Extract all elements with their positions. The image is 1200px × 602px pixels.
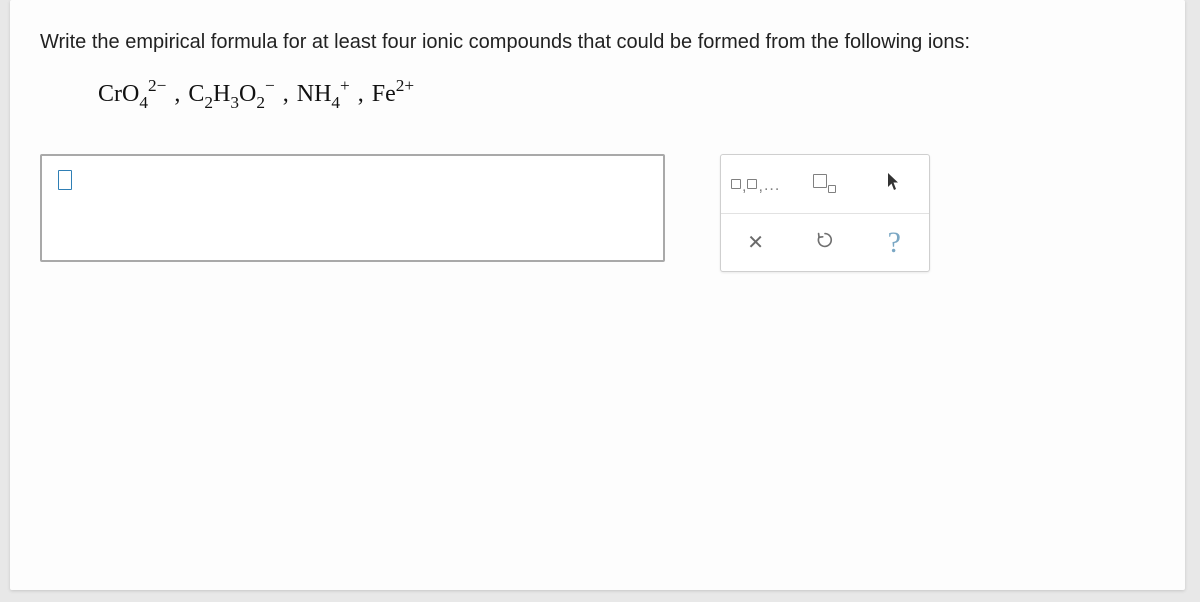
toolbar-row-2: ✕ ? bbox=[721, 213, 929, 271]
toolbar-row-1: ,,... bbox=[721, 155, 929, 213]
ion-body: CrO bbox=[98, 81, 139, 107]
formula-toolbar: ,,... ✕ bbox=[720, 154, 930, 272]
ion-sub: 2 bbox=[256, 93, 265, 112]
ion-body: Fe bbox=[372, 81, 396, 107]
ion-list: CrO42− , C2H3O2− , NH4+ , Fe2+ bbox=[98, 78, 1155, 110]
ion-body: H bbox=[213, 81, 230, 107]
list-separator-button[interactable]: ,,... bbox=[721, 155, 790, 213]
subscript-button[interactable] bbox=[790, 155, 859, 213]
ion-body: O bbox=[239, 81, 256, 107]
placeholder-icon bbox=[58, 170, 72, 190]
ion-separator: , bbox=[283, 81, 289, 107]
ion-body: C bbox=[188, 81, 204, 107]
ion-sup: 2− bbox=[148, 76, 166, 95]
subscript-icon bbox=[813, 174, 837, 194]
ion-sup: − bbox=[265, 76, 275, 95]
cursor-icon bbox=[886, 172, 902, 197]
ion-iron: Fe2+ bbox=[372, 81, 414, 107]
answer-input[interactable] bbox=[40, 154, 665, 262]
help-icon: ? bbox=[888, 226, 901, 260]
reset-button[interactable] bbox=[790, 214, 859, 271]
ion-sub: 4 bbox=[331, 93, 340, 112]
close-icon: ✕ bbox=[747, 230, 764, 255]
ion-ammonium: NH4+ bbox=[297, 81, 356, 107]
ion-sup: 2+ bbox=[396, 76, 414, 95]
undo-icon bbox=[814, 229, 836, 256]
list-separator-icon: ,,... bbox=[731, 175, 780, 193]
cursor-select-button[interactable] bbox=[860, 155, 929, 213]
ion-separator: , bbox=[174, 81, 180, 107]
question-card: Write the empirical formula for at least… bbox=[10, 0, 1185, 590]
ion-body: NH bbox=[297, 81, 332, 107]
help-button[interactable]: ? bbox=[860, 214, 929, 271]
answer-row: ,,... ✕ bbox=[40, 154, 1155, 272]
ion-sup: + bbox=[340, 76, 350, 95]
ion-sub: 2 bbox=[204, 93, 213, 112]
ion-separator: , bbox=[358, 81, 364, 107]
ion-chromate: CrO42− bbox=[98, 81, 172, 107]
ion-sub: 3 bbox=[230, 93, 239, 112]
ion-acetate: C2H3O2− bbox=[188, 81, 280, 107]
ion-sub: 4 bbox=[139, 93, 148, 112]
question-prompt: Write the empirical formula for at least… bbox=[40, 28, 1155, 56]
clear-button[interactable]: ✕ bbox=[721, 214, 790, 271]
